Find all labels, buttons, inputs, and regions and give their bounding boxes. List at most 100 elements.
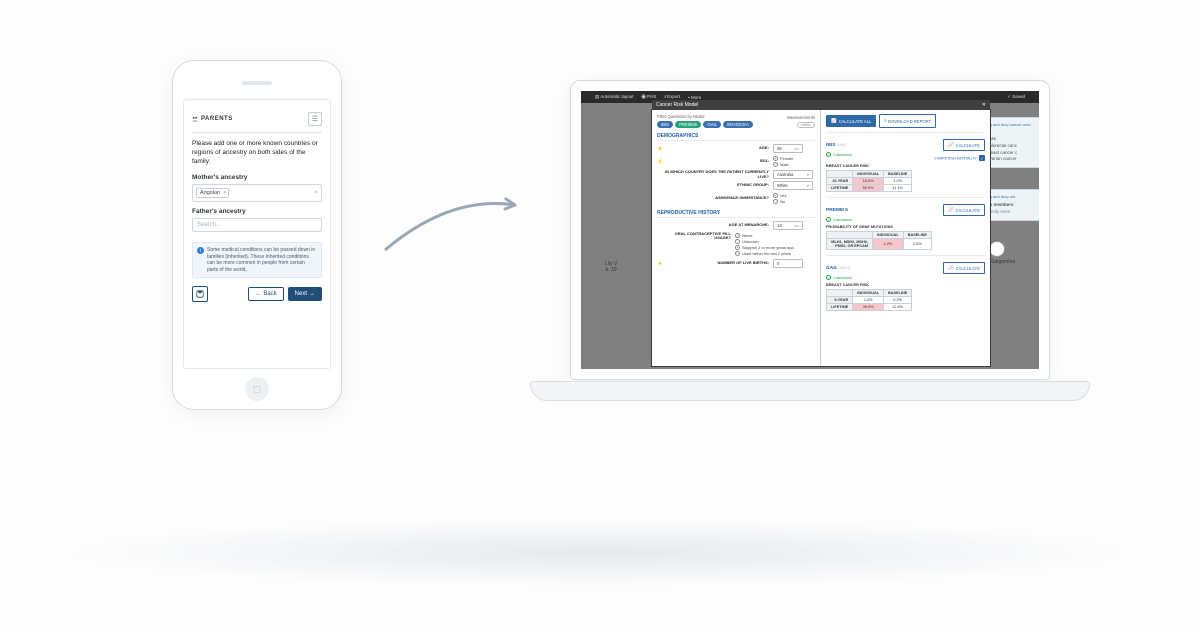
country-select[interactable]: Australia▾ xyxy=(773,170,813,179)
laptop-bezel: ▤ Automatic layout 🖶 Print ⭳ Export • Mo… xyxy=(570,80,1050,380)
laptop-base xyxy=(530,381,1090,401)
pill-usage-label: ORAL CONTRACEPTIVE PILL USAGE? xyxy=(663,232,735,241)
age-input[interactable]: 35yrs xyxy=(773,144,803,153)
download-icon: ⭳ xyxy=(884,117,886,125)
cell: 4.2% xyxy=(873,239,904,250)
download-report-button[interactable]: ⭳DOWNLOAD REPORT xyxy=(879,114,936,128)
modal-close-icon[interactable]: ✕ xyxy=(982,102,986,108)
ashkenazi-label: ASHKENAZI INHERITANCE? xyxy=(663,196,773,200)
cell: 12.6% xyxy=(884,304,912,311)
ethnic-label: ETHNIC GROUP: xyxy=(663,183,773,187)
sex-female-radio[interactable]: Female xyxy=(773,156,815,161)
right-actions: 📈CALCULATE ALL ⭳DOWNLOAD REPORT xyxy=(826,114,985,133)
filter-pill[interactable]: GAIL xyxy=(703,121,721,128)
col-baseline: BASELINE xyxy=(884,290,912,297)
cell: 50.9% xyxy=(853,185,884,192)
pill-opt[interactable]: Unknown xyxy=(735,239,815,244)
measurements-toggle[interactable]: metric xyxy=(797,122,815,128)
ancestry-tag[interactable]: Angolan× xyxy=(196,188,229,198)
home-button[interactable]: ◻ xyxy=(245,377,269,401)
demographics-heading: DEMOGRAPHICS xyxy=(657,133,815,141)
cell: 39.9% xyxy=(853,304,884,311)
phone-screen: PARENTS ☰ Please add one or more known c… xyxy=(183,99,331,369)
ashk-yes-radio[interactable]: Yes xyxy=(773,193,815,198)
gail-calculate-button[interactable]: 📈CALCULATE xyxy=(943,262,985,274)
calculate-all-button[interactable]: 📈CALCULATE ALL xyxy=(826,115,876,127)
col-baseline: BASELINE xyxy=(903,232,931,239)
info-banner: i Some medical conditions can be passed … xyxy=(192,242,322,278)
modal-left-column: Filter Questions by Model IBIS PREMM5 GA… xyxy=(652,110,821,366)
section-header: PARENTS ☰ xyxy=(192,108,322,133)
premm-calculate-button[interactable]: 📈CALCULATE xyxy=(943,204,985,216)
chart-icon: 📈 xyxy=(831,118,837,124)
cancer-risk-modal: Cancer Risk Model ✕ Filter Questions by … xyxy=(651,109,991,367)
col-individual: INDIVIDUAL xyxy=(853,290,884,297)
sex-row: ⚡ SEX: Female Male xyxy=(657,155,815,168)
pill-opt[interactable]: Stopped 2 or more years ago xyxy=(735,245,815,250)
gail-version: V3.1.2 xyxy=(839,266,849,270)
phone-speaker xyxy=(242,81,272,85)
mother-ancestry-input[interactable]: Angolan× × xyxy=(192,184,322,202)
cell: 1.0% xyxy=(884,178,912,185)
menarche-row: AGE AT MENARCHE: 13yrs xyxy=(657,221,815,230)
tag-remove-icon[interactable]: × xyxy=(223,190,226,196)
filter-pill[interactable]: IBIS xyxy=(657,121,673,128)
age-row: ⚡ AGE: 35yrs xyxy=(657,144,815,153)
gail-risk-table: INDIVIDUALBASELINE 5-YEAR1.0%0.2% LIFETI… xyxy=(826,289,912,311)
clear-icon[interactable]: × xyxy=(314,190,318,196)
floor-shadow xyxy=(60,518,1140,588)
row-label: 10-YEAR xyxy=(827,178,853,185)
premm-subheading: PROBABILITY OF GENE MUTATIONS xyxy=(826,225,985,229)
toolbar-saved: ✓ Saved xyxy=(1007,94,1025,100)
premm-block: PREMM 5 📈CALCULATE ✓Calculated PROBABILI… xyxy=(826,201,985,256)
checkbox-icon[interactable]: ✓ xyxy=(979,155,985,161)
premm-name: PREMM 5 xyxy=(826,208,848,213)
gail-name: GAIL xyxy=(826,266,837,271)
menu-button[interactable]: ☰ xyxy=(308,112,322,126)
phone-device: PARENTS ☰ Please add one or more known c… xyxy=(172,60,342,410)
filter-pill[interactable]: PREMM5 xyxy=(675,121,701,128)
col-baseline: BASELINE xyxy=(884,171,912,178)
tag-text: Angolan xyxy=(200,190,220,196)
row-label: LIFETIME xyxy=(827,304,853,311)
next-label: Next xyxy=(295,291,307,297)
people-icon xyxy=(192,116,198,122)
filter-pill[interactable]: BOADICEA xyxy=(723,121,753,128)
measurements-label: Measurements xyxy=(787,115,815,120)
modal-right-column: 📈CALCULATE ALL ⭳DOWNLOAD REPORT IBISV.9.… xyxy=(821,110,990,366)
save-icon-button[interactable] xyxy=(192,286,208,302)
ethnic-select[interactable]: White▾ xyxy=(773,181,813,190)
pedigree-person-left: Lily V b. 19 xyxy=(605,261,617,273)
menarche-input[interactable]: 13yrs xyxy=(773,221,803,230)
mother-ancestry-label: Mother's ancestry xyxy=(192,174,322,181)
pill-usage-row: ORAL CONTRACEPTIVE PILL USAGE? Never Unk… xyxy=(657,232,815,257)
ibis-name: IBIS xyxy=(826,143,835,148)
filter-label: Filter Questions by Model xyxy=(657,114,754,119)
modal-title: Cancer Risk Model xyxy=(656,102,698,108)
ibis-calculate-button[interactable]: 📈CALCULATE xyxy=(943,139,985,151)
country-row: IN WHICH COUNTRY DOES THE PATIENT CURREN… xyxy=(657,170,815,179)
toolbar-more[interactable]: • More xyxy=(688,95,701,100)
births-input[interactable]: 0 xyxy=(773,259,803,268)
ashk-no-radio[interactable]: No xyxy=(773,199,815,204)
arrow-right-icon: → xyxy=(309,291,315,297)
calculated-badge: ✓Calculated xyxy=(826,217,985,222)
arrow-left-icon: ← xyxy=(255,291,261,297)
sex-male-radio[interactable]: Male xyxy=(773,162,815,167)
father-ancestry-input[interactable]: Search... xyxy=(192,218,322,232)
back-button[interactable]: ←Back xyxy=(248,287,283,301)
pill-opt[interactable]: Used within the last 2 years xyxy=(735,251,815,256)
next-button[interactable]: Next→ xyxy=(288,287,322,301)
cell: 18.6% xyxy=(853,178,884,185)
toolbar-auto-layout[interactable]: ▤ Automatic layout xyxy=(595,94,634,100)
premm-risk-table: INDIVIDUALBASELINE MLH1, MSH2, MSH6, PMS… xyxy=(826,231,932,250)
pill-opt[interactable]: Never xyxy=(735,233,815,238)
births-label: NUMBER OF LIVE BIRTHS: xyxy=(663,261,773,265)
info-text: Some medical conditions can be passed do… xyxy=(207,247,315,273)
info-icon: i xyxy=(197,247,204,254)
ibis-block: IBISV.9.0 📈CALCULATE ✓Calculated COMPETI… xyxy=(826,136,985,198)
row-label: 5-YEAR xyxy=(827,297,853,304)
cell: 2.5% xyxy=(903,239,931,250)
back-label: Back xyxy=(263,291,276,297)
person-circle-icon xyxy=(989,241,1005,257)
